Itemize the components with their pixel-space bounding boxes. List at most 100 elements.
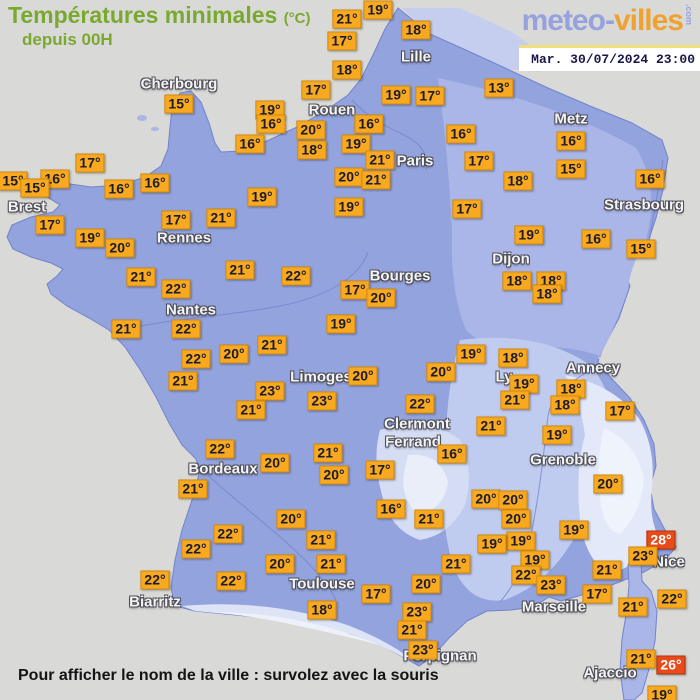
temp-badge[interactable]: 23° — [536, 575, 566, 595]
temp-badge[interactable]: 18° — [503, 171, 533, 191]
temp-badge[interactable]: 18° — [550, 395, 580, 415]
temp-badge[interactable]: 20° — [296, 120, 326, 140]
temp-badge[interactable]: 18° — [498, 348, 528, 368]
temp-badge[interactable]: 21° — [626, 649, 656, 669]
temp-badge[interactable]: 22° — [511, 565, 541, 585]
temp-badge[interactable]: 19° — [381, 85, 411, 105]
temp-badge[interactable]: 20° — [366, 288, 396, 308]
temp-badge[interactable]: 19° — [477, 534, 507, 554]
temp-badge[interactable]: 18° — [297, 140, 327, 160]
temp-badge[interactable]: 20° — [319, 465, 349, 485]
temp-badge[interactable]: 19° — [363, 0, 393, 20]
temp-badge[interactable]: 21° — [500, 390, 530, 410]
temp-badge[interactable]: 15° — [20, 178, 50, 198]
meteo-villes-logo[interactable]: meteo-villes.com — [522, 4, 694, 38]
temp-badge[interactable]: 17° — [582, 584, 612, 604]
temp-badge[interactable]: 16° — [235, 134, 265, 154]
temp-badge[interactable]: 21° — [397, 620, 427, 640]
temp-badge[interactable]: 16° — [376, 499, 406, 519]
temp-badge[interactable]: 22° — [181, 349, 211, 369]
temp-badge[interactable]: 23° — [307, 391, 337, 411]
temp-badge[interactable]: 20° — [219, 344, 249, 364]
temp-badge[interactable]: 21° — [178, 479, 208, 499]
temp-badge[interactable]: 17° — [340, 280, 370, 300]
temp-badge[interactable]: 23° — [408, 640, 438, 660]
temp-badge[interactable]: 17° — [75, 153, 105, 173]
temp-badge[interactable]: 22° — [405, 394, 435, 414]
temp-badge[interactable]: 18° — [332, 60, 362, 80]
temp-badge[interactable]: 20° — [265, 554, 295, 574]
temp-badge[interactable]: 22° — [216, 571, 246, 591]
temp-badge[interactable]: 20° — [348, 366, 378, 386]
temp-badge[interactable]: 19° — [341, 134, 371, 154]
temp-badge[interactable]: 15° — [556, 159, 586, 179]
temp-badge[interactable]: 28° — [646, 530, 676, 550]
temp-badge[interactable]: 21° — [618, 597, 648, 617]
temp-badge[interactable]: 19° — [506, 531, 536, 551]
temp-badge[interactable]: 22° — [205, 439, 235, 459]
temp-badge[interactable]: 23° — [255, 381, 285, 401]
temp-badge[interactable]: 22° — [181, 539, 211, 559]
temp-badge[interactable]: 18° — [532, 284, 562, 304]
temp-badge[interactable]: 21° — [257, 335, 287, 355]
temp-badge[interactable]: 22° — [171, 319, 201, 339]
temp-badge[interactable]: 21° — [361, 170, 391, 190]
temp-badge[interactable]: 20° — [260, 453, 290, 473]
temp-badge[interactable]: 26° — [656, 655, 686, 675]
temp-badge[interactable]: 21° — [476, 416, 506, 436]
temp-badge[interactable]: 20° — [593, 474, 623, 494]
temp-badge[interactable]: 22° — [281, 266, 311, 286]
temp-badge[interactable]: 19° — [334, 197, 364, 217]
temp-badge[interactable]: 20° — [411, 574, 441, 594]
temp-badge[interactable]: 21° — [126, 267, 156, 287]
temp-badge[interactable]: 19° — [247, 187, 277, 207]
temp-badge[interactable]: 19° — [520, 550, 550, 570]
temp-badge[interactable]: 22° — [140, 570, 170, 590]
temp-badge[interactable]: 17° — [415, 86, 445, 106]
temp-badge[interactable]: 16° — [581, 229, 611, 249]
temp-badge[interactable]: 22° — [657, 589, 687, 609]
temp-badge[interactable]: 13° — [484, 78, 514, 98]
temp-badge[interactable]: 21° — [414, 509, 444, 529]
temp-badge[interactable]: 20° — [501, 509, 531, 529]
temp-badge[interactable]: 17° — [161, 210, 191, 230]
temp-badge[interactable]: 17° — [464, 151, 494, 171]
temp-badge[interactable]: 17° — [301, 80, 331, 100]
temp-badge[interactable]: 20° — [105, 238, 135, 258]
temp-badge[interactable]: 17° — [365, 460, 395, 480]
temp-badge[interactable]: 15° — [164, 94, 194, 114]
temp-badge[interactable]: 21° — [111, 319, 141, 339]
temp-badge[interactable]: 22° — [213, 524, 243, 544]
temp-badge[interactable]: 20° — [498, 490, 528, 510]
temp-badge[interactable]: 21° — [225, 260, 255, 280]
temp-badge[interactable]: 23° — [628, 546, 658, 566]
temp-badge[interactable]: 21° — [168, 371, 198, 391]
temp-badge[interactable]: 20° — [471, 489, 501, 509]
temp-badge[interactable]: 16° — [104, 179, 134, 199]
temp-badge[interactable]: 16° — [446, 124, 476, 144]
temp-badge[interactable]: 19° — [326, 314, 356, 334]
temp-badge[interactable]: 16° — [556, 131, 586, 151]
temp-badge[interactable]: 17° — [327, 31, 357, 51]
temp-badge[interactable]: 19° — [514, 225, 544, 245]
temp-badge[interactable]: 23° — [402, 602, 432, 622]
temp-badge[interactable]: 22° — [161, 279, 191, 299]
temp-badge[interactable]: 18° — [502, 271, 532, 291]
temp-badge[interactable]: 21° — [313, 443, 343, 463]
temp-badge[interactable]: 19° — [647, 685, 677, 700]
temp-badge[interactable]: 16° — [256, 114, 286, 134]
temp-badge[interactable]: 18° — [401, 20, 431, 40]
temp-badge[interactable]: 20° — [426, 362, 456, 382]
temp-badge[interactable]: 21° — [332, 9, 362, 29]
temp-badge[interactable]: 19° — [456, 344, 486, 364]
temp-badge[interactable]: 17° — [452, 199, 482, 219]
temp-badge[interactable]: 15° — [626, 239, 656, 259]
temp-badge[interactable]: 21° — [306, 530, 336, 550]
temp-badge[interactable]: 16° — [635, 169, 665, 189]
temp-badge[interactable]: 20° — [334, 167, 364, 187]
temp-badge[interactable]: 17° — [605, 401, 635, 421]
temp-badge[interactable]: 19° — [75, 228, 105, 248]
temp-badge[interactable]: 16° — [140, 173, 170, 193]
temp-badge[interactable]: 21° — [206, 208, 236, 228]
temp-badge[interactable]: 18° — [307, 600, 337, 620]
